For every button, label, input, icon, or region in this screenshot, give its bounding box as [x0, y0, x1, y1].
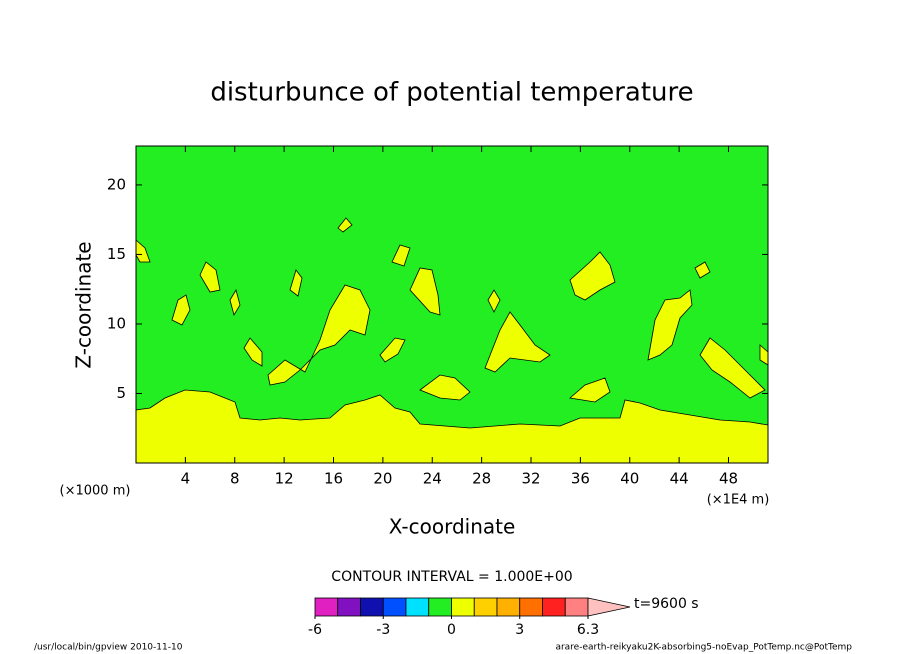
x-tick-label: 48	[719, 470, 738, 488]
colorbar-box	[496, 597, 521, 617]
x-tick-label: 24	[423, 470, 442, 488]
y-tick-label: 10	[107, 314, 126, 332]
y-axis-label: Z-coordinate	[72, 241, 96, 368]
contour-fill	[135, 217, 769, 464]
colorbar-box	[360, 597, 384, 617]
plot-frame	[135, 145, 769, 464]
x-tick-label: 28	[472, 470, 491, 488]
x-tick-label: 12	[275, 470, 294, 488]
colorbar-label: 6.3	[577, 622, 599, 638]
colorbar-box	[405, 597, 430, 617]
colorbar-box	[314, 597, 339, 617]
colorbar-box	[382, 597, 407, 617]
contour-interval: CONTOUR INTERVAL = 1.000E+00	[331, 569, 572, 585]
x-tick-label: 36	[571, 470, 590, 488]
time-label: t=9600 s	[634, 596, 699, 612]
colorbar-box	[542, 597, 566, 617]
x-tick-label: 40	[620, 470, 639, 488]
x-tick-label: 8	[230, 470, 240, 488]
y-tick-label: 15	[107, 245, 126, 263]
y-tick-label: 20	[107, 175, 126, 193]
x-tick-label: 20	[373, 470, 392, 488]
colorbar-label: -3	[376, 622, 390, 638]
colorbar-label: 0	[447, 622, 456, 638]
x-tick-label: 4	[181, 470, 191, 488]
y-tick-label: 5	[116, 384, 126, 402]
footer-right: arare-earth-reikyaku2K-absorbing5-noEvap…	[555, 643, 852, 653]
colorbar-box	[428, 597, 452, 617]
colorbar-label: 3	[515, 622, 524, 638]
colorbar-box	[519, 597, 543, 617]
colorbar-box	[337, 597, 361, 617]
x-tick-label: 16	[324, 470, 343, 488]
x-tick-label: 32	[521, 470, 540, 488]
x-tick-label: 44	[670, 470, 689, 488]
colorbar-box	[564, 597, 589, 617]
footer-left: /usr/local/bin/gpview 2010-11-10	[34, 643, 183, 653]
colorbar-label: -6	[308, 622, 322, 638]
x-unit: (×1E4 m)	[707, 493, 770, 508]
x-axis-label: X-coordinate	[389, 515, 516, 539]
y-unit: (×1000 m)	[60, 484, 131, 499]
colorbar-box	[451, 597, 475, 617]
colorbar-extension	[587, 597, 631, 617]
colorbar-box	[473, 597, 498, 617]
chart-title: disturbunce of potential temperature	[210, 78, 693, 108]
